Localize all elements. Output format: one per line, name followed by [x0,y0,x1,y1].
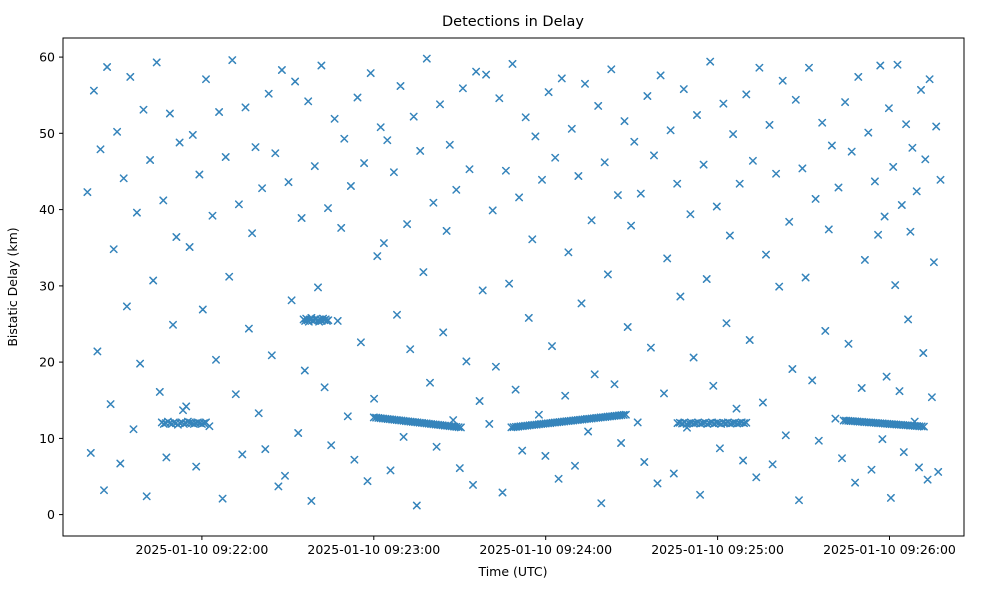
y-tick-label: 60 [39,50,55,65]
x-axis-label: Time (UTC) [477,564,547,579]
x-tick-label: 2025-01-10 09:23:00 [307,542,440,557]
x-tick-label: 2025-01-10 09:26:00 [823,542,956,557]
x-tick-label: 2025-01-10 09:22:00 [136,542,269,557]
x-tick-label: 2025-01-10 09:24:00 [479,542,612,557]
x-tick-label: 2025-01-10 09:25:00 [651,542,784,557]
plot-area: 2025-01-10 09:22:00 2025-01-10 09:23:00 20… [39,37,965,557]
y-tick-label: 10 [39,431,55,446]
y-tick-label: 30 [39,278,55,293]
y-tick-label: 0 [47,507,55,522]
chart-title: Detections in Delay [442,14,584,30]
y-tick-label: 50 [39,126,55,141]
plot-frame [62,37,965,537]
y-tick-label: 40 [39,202,55,217]
detection-markers [83,54,945,510]
y-tick-label: 20 [39,355,55,370]
y-axis-label: Bistatic Delay (km) [5,227,20,346]
